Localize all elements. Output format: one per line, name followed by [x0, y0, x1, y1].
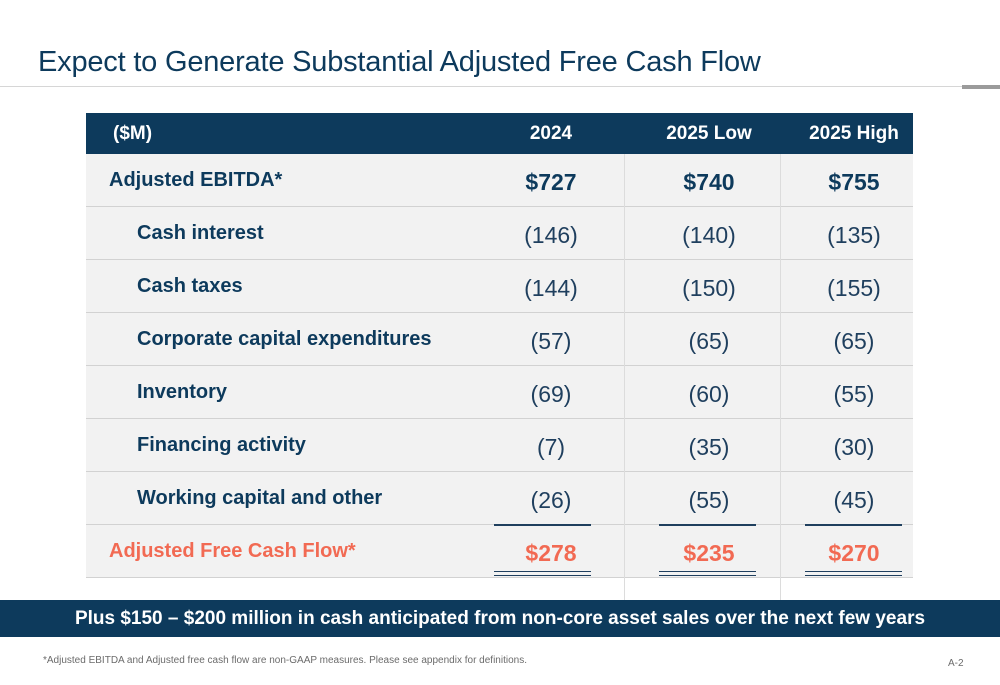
- asset-sales-banner: Plus $150 – $200 million in cash anticip…: [0, 600, 1000, 637]
- cell-2025-low: (55): [688, 487, 730, 513]
- cell-2025-low: $740: [683, 169, 735, 195]
- table-header: ($M) 2024 2025 Low 2025 High: [86, 113, 913, 154]
- table-row-working-capital: Working capital and other (26) (55) (45): [86, 472, 913, 525]
- total-double-underline: [659, 571, 756, 576]
- cell-2024: (26): [530, 487, 572, 513]
- table-row-capex: Corporate capital expenditures (57) (65)…: [86, 313, 913, 366]
- header-2025-high: 2025 High: [809, 123, 899, 144]
- table-row-financing-activity: Financing activity (7) (35) (30): [86, 419, 913, 472]
- subtotal-underline: [494, 524, 591, 526]
- page-number: A-2: [948, 658, 964, 669]
- table-row-adjusted-fcf: Adjusted Free Cash Flow* $278 $235 $270: [86, 525, 913, 578]
- cell-2025-high: $755: [828, 169, 880, 195]
- header-2025-low: 2025 Low: [666, 123, 752, 144]
- cell-2025-low: (60): [688, 381, 730, 407]
- cell-2025-high: (30): [833, 434, 875, 460]
- cell-2024: (57): [530, 328, 572, 354]
- row-label: Corporate capital expenditures: [137, 328, 432, 350]
- cash-flow-table: ($M) 2024 2025 Low 2025 High Adjusted EB…: [86, 113, 913, 619]
- cell-2025-high: $270: [828, 540, 880, 566]
- title-divider: [0, 86, 1000, 87]
- row-label: Adjusted Free Cash Flow*: [109, 540, 356, 562]
- header-2024: 2024: [529, 123, 573, 144]
- total-double-underline: [494, 571, 591, 576]
- row-label: Cash interest: [137, 222, 264, 244]
- cell-2025-high: (55): [833, 381, 875, 407]
- cell-2025-high: (45): [833, 487, 875, 513]
- cell-2025-low: $235: [683, 540, 735, 566]
- row-label: Working capital and other: [137, 487, 383, 509]
- cell-2025-low: (35): [688, 434, 730, 460]
- cell-2024: (69): [530, 381, 572, 407]
- subtotal-underline: [659, 524, 756, 526]
- column-divider: [624, 154, 625, 619]
- subtotal-underline: [805, 524, 902, 526]
- row-label: Adjusted EBITDA*: [109, 169, 283, 191]
- table-row-cash-interest: Cash interest (146) (140) (135): [86, 207, 913, 260]
- row-label: Inventory: [137, 381, 228, 403]
- page-title: Expect to Generate Substantial Adjusted …: [38, 46, 761, 78]
- cell-2024: (144): [524, 275, 578, 301]
- cell-2025-low: (150): [682, 275, 736, 301]
- cell-2025-high: (65): [833, 328, 875, 354]
- cell-2025-low: (140): [682, 222, 736, 248]
- table-row-cash-taxes: Cash taxes (144) (150) (155): [86, 260, 913, 313]
- cell-2025-high: (135): [827, 222, 881, 248]
- cell-2025-low: (65): [688, 328, 730, 354]
- title-accent-bar: [962, 85, 1000, 89]
- cell-2024: (7): [536, 434, 566, 460]
- table-row-inventory: Inventory (69) (60) (55): [86, 366, 913, 419]
- cell-2025-high: (155): [827, 275, 881, 301]
- header-units: ($M): [113, 123, 153, 144]
- row-label: Financing activity: [137, 434, 306, 456]
- total-double-underline: [805, 571, 902, 576]
- cell-2024: $278: [525, 540, 577, 566]
- row-label: Cash taxes: [137, 275, 243, 297]
- cell-2024: $727: [525, 169, 577, 195]
- column-divider: [780, 154, 781, 619]
- cell-2024: (146): [524, 222, 578, 248]
- table-row-adjusted-ebitda: Adjusted EBITDA* $727 $740 $755: [86, 154, 913, 207]
- footnote: *Adjusted EBITDA and Adjusted free cash …: [43, 655, 527, 666]
